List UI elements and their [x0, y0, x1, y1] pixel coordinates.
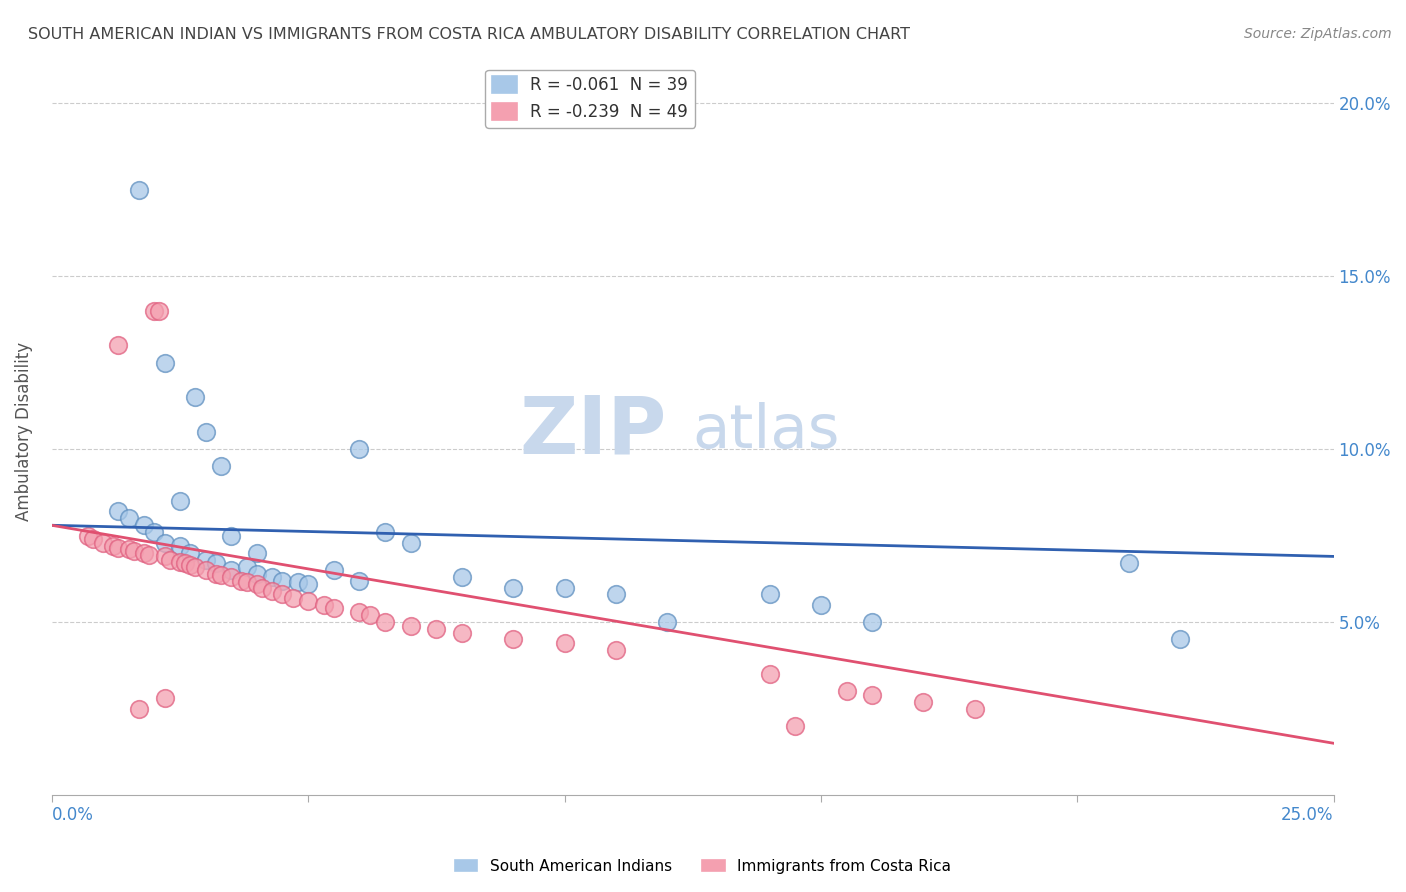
Point: [235, 575, 257, 590]
Point: [605, 587, 627, 601]
Point: [359, 608, 381, 623]
Point: [860, 688, 883, 702]
Point: [1118, 557, 1140, 571]
Point: [322, 601, 344, 615]
Point: [153, 549, 176, 564]
Point: [312, 598, 335, 612]
Point: [107, 338, 129, 352]
Point: [138, 548, 160, 562]
Point: [250, 581, 273, 595]
Point: [179, 546, 201, 560]
Point: [128, 701, 150, 715]
Point: [349, 442, 371, 457]
Text: SOUTH AMERICAN INDIAN VS IMMIGRANTS FROM COSTA RICA AMBULATORY DISABILITY CORREL: SOUTH AMERICAN INDIAN VS IMMIGRANTS FROM…: [28, 27, 910, 42]
Point: [655, 615, 678, 629]
Point: [451, 625, 474, 640]
Point: [349, 605, 371, 619]
Point: [219, 570, 242, 584]
Point: [860, 615, 883, 629]
Point: [219, 563, 242, 577]
Point: [205, 566, 228, 581]
Point: [502, 581, 524, 595]
Point: [143, 303, 166, 318]
Point: [810, 598, 832, 612]
Point: [553, 636, 575, 650]
Y-axis label: Ambulatory Disability: Ambulatory Disability: [15, 343, 32, 522]
Point: [297, 577, 319, 591]
Point: [194, 425, 217, 439]
Text: 0.0%: 0.0%: [52, 806, 94, 824]
Point: [107, 504, 129, 518]
Point: [169, 539, 191, 553]
Point: [399, 535, 422, 549]
Point: [374, 615, 396, 629]
Point: [425, 622, 447, 636]
Text: ZIP: ZIP: [520, 392, 666, 471]
Point: [118, 542, 141, 557]
Point: [235, 559, 257, 574]
Point: [184, 559, 207, 574]
Point: [287, 575, 309, 590]
Point: [297, 594, 319, 608]
Point: [169, 555, 191, 569]
Point: [209, 459, 232, 474]
Text: atlas: atlas: [693, 402, 841, 461]
Point: [219, 529, 242, 543]
Point: [553, 581, 575, 595]
Point: [194, 563, 217, 577]
Point: [271, 574, 294, 588]
Point: [374, 525, 396, 540]
Point: [785, 719, 807, 733]
Point: [209, 568, 232, 582]
Point: [262, 570, 284, 584]
Point: [153, 691, 176, 706]
Point: [246, 566, 269, 581]
Point: [605, 643, 627, 657]
Point: [451, 570, 474, 584]
Point: [231, 574, 253, 588]
Point: [153, 535, 176, 549]
Point: [963, 701, 986, 715]
Point: [174, 557, 197, 571]
Legend: R = -0.061  N = 39, R = -0.239  N = 49: R = -0.061 N = 39, R = -0.239 N = 49: [485, 70, 695, 128]
Point: [194, 553, 217, 567]
Point: [122, 544, 145, 558]
Point: [271, 587, 294, 601]
Point: [399, 618, 422, 632]
Legend: South American Indians, Immigrants from Costa Rica: South American Indians, Immigrants from …: [449, 853, 957, 880]
Point: [153, 356, 176, 370]
Point: [91, 535, 114, 549]
Point: [159, 553, 181, 567]
Point: [148, 303, 170, 318]
Text: 25.0%: 25.0%: [1281, 806, 1334, 824]
Point: [184, 390, 207, 404]
Point: [76, 529, 98, 543]
Point: [169, 494, 191, 508]
Point: [758, 587, 780, 601]
Point: [118, 511, 141, 525]
Point: [103, 539, 125, 553]
Point: [262, 584, 284, 599]
Point: [143, 525, 166, 540]
Point: [128, 183, 150, 197]
Point: [835, 684, 858, 698]
Point: [349, 574, 371, 588]
Point: [132, 546, 155, 560]
Text: Source: ZipAtlas.com: Source: ZipAtlas.com: [1244, 27, 1392, 41]
Point: [281, 591, 304, 605]
Point: [205, 557, 228, 571]
Point: [758, 667, 780, 681]
Point: [912, 695, 935, 709]
Point: [502, 632, 524, 647]
Point: [246, 577, 269, 591]
Point: [132, 518, 155, 533]
Point: [1168, 632, 1191, 647]
Point: [179, 558, 201, 572]
Point: [82, 532, 104, 546]
Point: [107, 541, 129, 555]
Point: [246, 546, 269, 560]
Point: [322, 563, 344, 577]
